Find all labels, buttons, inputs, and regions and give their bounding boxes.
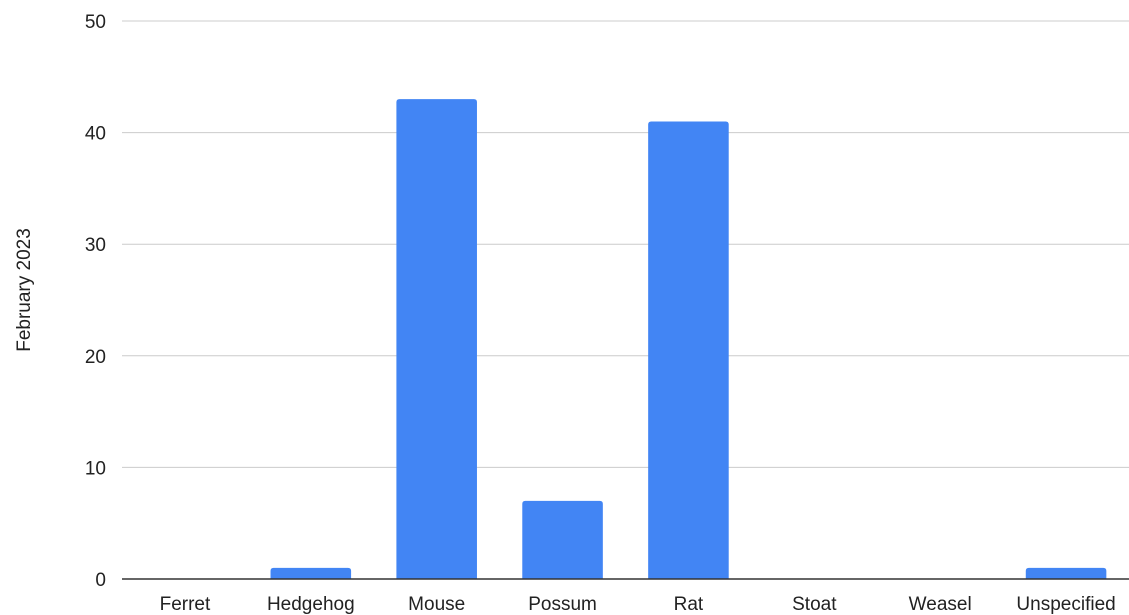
- y-tick-label: 40: [85, 124, 106, 145]
- x-tick-label: Hedgehog: [267, 594, 355, 615]
- y-tick-label: 50: [85, 12, 106, 33]
- y-tick-label: 20: [85, 347, 106, 368]
- x-axis-ticks: Ferret Hedgehog Mouse Possum Rat Stoat Weasel U…: [160, 594, 1116, 615]
- bars: [270, 99, 1107, 580]
- bar-hedgehog: [270, 567, 352, 579]
- y-axis-title: February 2023: [14, 228, 35, 352]
- y-tick-label: 0: [95, 570, 106, 591]
- x-tick-label: Weasel: [909, 594, 972, 615]
- x-tick-label: Mouse: [408, 594, 465, 615]
- x-tick-label: Ferret: [160, 594, 211, 615]
- bar-rat: [648, 121, 729, 579]
- gridlines: [122, 20, 1129, 468]
- x-tick-label: Unspecified: [1016, 594, 1115, 615]
- y-tick-label: 30: [85, 235, 106, 256]
- y-axis-ticks: 0 10 20 30 40 50: [85, 12, 106, 591]
- bar-unspecified: [1025, 567, 1107, 579]
- bar-possum: [522, 500, 603, 579]
- x-tick-label: Stoat: [792, 594, 837, 615]
- bar-mouse: [396, 99, 477, 580]
- x-tick-label: Possum: [528, 594, 597, 615]
- x-tick-label: Rat: [674, 594, 704, 615]
- y-tick-label: 10: [85, 458, 106, 479]
